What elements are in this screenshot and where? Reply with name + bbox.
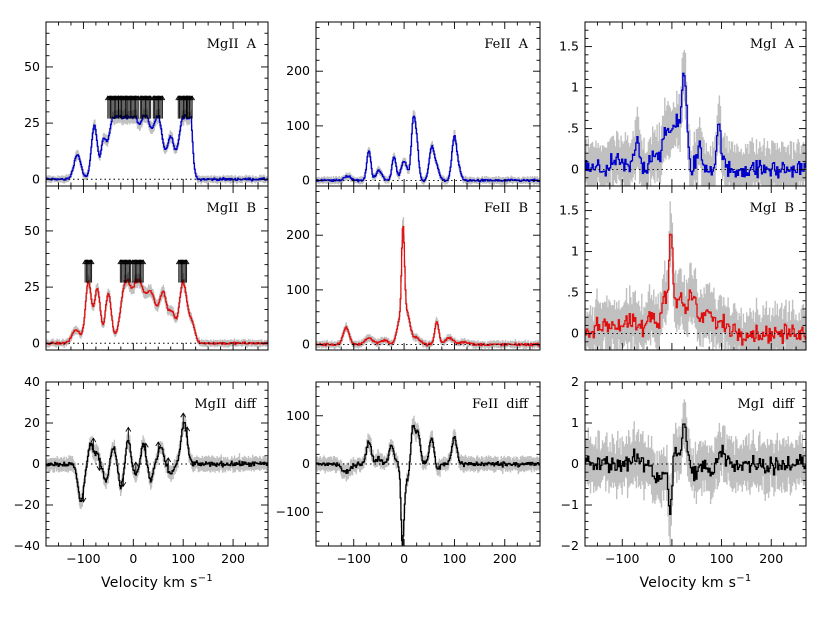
limit-arrows xyxy=(82,259,190,283)
y-tick-label: .5 xyxy=(567,285,579,300)
tick-marks xyxy=(316,22,540,186)
tick-marks xyxy=(46,185,268,350)
x-tick-label: 100 xyxy=(171,551,195,566)
x-axis-title: Velocity km s−1 xyxy=(101,573,213,591)
x-tick-label: 0 xyxy=(400,551,408,566)
y-tick-label: 1 xyxy=(571,244,579,259)
spectrum-line-b xyxy=(585,233,806,346)
x-tick-label: −100 xyxy=(337,551,371,566)
y-tick-label: 40 xyxy=(24,374,40,389)
x-tick-label: 100 xyxy=(710,551,734,566)
spectrum-line-a xyxy=(316,115,540,183)
y-tick-label: 200 xyxy=(286,63,310,78)
panel-label: MgI A xyxy=(750,37,795,52)
panel-label: MgI B xyxy=(750,201,794,216)
x-tick-label: 0 xyxy=(668,551,676,566)
y-tick-label: 0 xyxy=(571,326,579,341)
spectrum-line-b xyxy=(46,278,268,346)
panel-label: FeII A xyxy=(484,37,528,52)
x-tick-label: 100 xyxy=(442,551,466,566)
y-tick-label: 50 xyxy=(24,223,40,238)
panel-label: MgI diff xyxy=(738,397,796,412)
panel-mgii-a: 0 25 50 MgII A xyxy=(24,21,269,187)
spectrum-line-a xyxy=(585,72,806,179)
tick-marks xyxy=(46,381,268,547)
x-tick-label: −100 xyxy=(66,551,100,566)
y-tick-label: 0 xyxy=(571,456,579,471)
tick-marks xyxy=(316,382,540,546)
panel-mgi-a: 0 .5 1 1.5 MgI A xyxy=(559,21,807,187)
y-tick-label: −40 xyxy=(14,538,40,553)
tick-marks xyxy=(585,21,806,187)
y-tick-label: 0 xyxy=(32,171,40,186)
panel-label: FeII diff xyxy=(472,397,530,412)
panel-label: MgII B xyxy=(207,201,256,216)
x-tick-label: 0 xyxy=(129,551,137,566)
x-tick-label: −100 xyxy=(605,551,639,566)
x-tick-label: 200 xyxy=(759,551,783,566)
tick-marks xyxy=(585,185,806,351)
panel-frame xyxy=(45,185,269,351)
tick-marks xyxy=(46,21,268,186)
y-tick-label: 1 xyxy=(571,80,579,95)
y-tick-label: 200 xyxy=(286,227,310,242)
panel-feii-diff: −100 0 100 −100 0 100 200 FeII diff xyxy=(276,381,541,566)
y-tick-label: 1.5 xyxy=(559,39,579,54)
y-tick-label: −1 xyxy=(561,497,579,512)
y-tick-label: 0 xyxy=(302,337,310,352)
error-band xyxy=(585,50,806,186)
y-tick-label: 25 xyxy=(24,279,40,294)
y-tick-label: 50 xyxy=(24,59,40,74)
y-tick-label: −20 xyxy=(14,497,40,512)
tick-marks xyxy=(585,381,806,547)
error-band xyxy=(585,201,806,350)
y-tick-label: −100 xyxy=(276,504,310,519)
y-tick-label: 20 xyxy=(24,415,40,430)
limit-arrows xyxy=(80,412,191,503)
panel-label: MgII diff xyxy=(194,397,257,412)
y-tick-label: 25 xyxy=(24,115,40,130)
panel-label: FeII B xyxy=(484,201,528,216)
panel-mgi-b: 0 .5 1 1.5 MgI B xyxy=(559,185,807,351)
y-tick-label: .5 xyxy=(567,121,579,136)
y-tick-label: −2 xyxy=(561,538,579,553)
error-band xyxy=(46,108,268,185)
y-tick-label: 1.5 xyxy=(559,203,579,218)
y-tick-label: 0 xyxy=(571,162,579,177)
y-tick-label: 1 xyxy=(571,415,579,430)
y-tick-label: 0 xyxy=(32,335,40,350)
error-band xyxy=(316,217,540,350)
tick-marks xyxy=(316,186,540,350)
spectrum-line-b xyxy=(316,225,540,347)
panel-label: MgII A xyxy=(207,37,257,52)
panel-mgi-diff: −2 −1 0 1 2 −100 0 100 200 MgI diff xyxy=(561,374,807,566)
y-tick-label: 100 xyxy=(286,282,310,297)
y-tick-label: 0 xyxy=(302,173,310,188)
y-tick-label: 0 xyxy=(302,456,310,471)
panel-mgii-diff: −40 −20 0 20 40 −100 0 100 200 MgII diff xyxy=(14,374,269,566)
panel-feii-a: 0 100 200 FeII A xyxy=(286,21,541,188)
y-tick-label: 100 xyxy=(286,408,310,423)
x-tick-label: 200 xyxy=(493,551,517,566)
x-axis-title: Velocity km s−1 xyxy=(639,573,751,591)
y-tick-label: 0 xyxy=(32,456,40,471)
error-band xyxy=(46,272,268,348)
error-band xyxy=(316,415,540,546)
panel-mgii-b: 0 25 50 MgII B xyxy=(24,185,269,351)
y-tick-label: 2 xyxy=(571,374,579,389)
spectrum-line-diff xyxy=(316,424,540,546)
x-tick-label: 200 xyxy=(221,551,245,566)
panel-feii-b: 0 100 200 FeII B xyxy=(286,185,541,352)
limit-arrows xyxy=(104,95,196,119)
y-tick-label: 100 xyxy=(286,118,310,133)
spectrum-line-a xyxy=(46,114,268,182)
spectrum-line-diff xyxy=(585,423,806,515)
